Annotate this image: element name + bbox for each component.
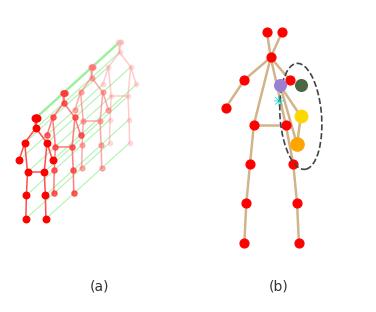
- Point: [97, 119, 103, 124]
- Text: (b): (b): [268, 279, 288, 293]
- Point: [296, 240, 302, 245]
- Point: [61, 100, 67, 105]
- Point: [98, 142, 104, 147]
- Point: [294, 201, 300, 206]
- Point: [77, 90, 83, 95]
- Point: [33, 126, 39, 131]
- Point: [125, 94, 131, 99]
- Point: [108, 94, 114, 99]
- Point: [52, 144, 58, 149]
- Point: [62, 90, 68, 95]
- Point: [279, 30, 285, 35]
- Point: [43, 216, 49, 221]
- Point: [106, 140, 112, 145]
- Point: [44, 133, 50, 138]
- Point: [264, 30, 270, 35]
- Point: [34, 115, 40, 120]
- Point: [51, 191, 57, 196]
- Point: [70, 168, 76, 173]
- Point: [77, 133, 83, 138]
- Point: [90, 65, 96, 70]
- Point: [23, 193, 29, 198]
- Point: [50, 115, 56, 120]
- Point: [100, 90, 106, 95]
- Point: [268, 55, 274, 60]
- Point: [277, 83, 283, 88]
- Point: [41, 169, 47, 174]
- Point: [128, 65, 134, 70]
- Point: [33, 115, 39, 120]
- Point: [89, 65, 95, 70]
- Point: [241, 240, 247, 245]
- Point: [100, 82, 106, 87]
- Point: [283, 122, 289, 127]
- Point: [71, 191, 77, 196]
- Point: [72, 107, 78, 112]
- Point: [287, 77, 293, 82]
- Point: [60, 90, 66, 95]
- Point: [51, 168, 57, 173]
- Point: [290, 162, 296, 167]
- Point: [117, 50, 123, 55]
- Point: [24, 169, 30, 174]
- Point: [241, 77, 247, 82]
- Point: [32, 115, 38, 120]
- Point: [223, 105, 229, 110]
- Point: [69, 144, 75, 149]
- Point: [118, 40, 124, 45]
- Point: [107, 117, 113, 122]
- Point: [44, 140, 50, 145]
- Point: [243, 201, 249, 206]
- Point: [42, 193, 49, 198]
- Point: [298, 114, 304, 119]
- Point: [80, 119, 86, 124]
- Point: [247, 162, 253, 167]
- Point: [16, 158, 22, 163]
- Point: [127, 140, 133, 145]
- Text: ✳: ✳: [273, 95, 284, 109]
- Point: [50, 158, 56, 163]
- Point: [294, 142, 300, 147]
- Point: [61, 90, 67, 95]
- Point: [89, 75, 95, 80]
- Point: [79, 166, 85, 171]
- Point: [33, 115, 39, 120]
- Point: [23, 216, 29, 221]
- Point: [61, 90, 67, 95]
- Point: [89, 65, 95, 70]
- Point: [251, 122, 257, 127]
- Point: [105, 65, 111, 70]
- Point: [72, 115, 78, 120]
- Point: [105, 107, 111, 112]
- Point: [133, 82, 139, 87]
- Point: [117, 40, 123, 45]
- Point: [99, 166, 105, 171]
- Point: [115, 40, 121, 45]
- Point: [117, 40, 123, 45]
- Point: [298, 83, 304, 88]
- Text: (a): (a): [90, 279, 109, 293]
- Point: [22, 140, 28, 145]
- Point: [126, 117, 132, 122]
- Point: [79, 142, 85, 147]
- Point: [88, 65, 94, 70]
